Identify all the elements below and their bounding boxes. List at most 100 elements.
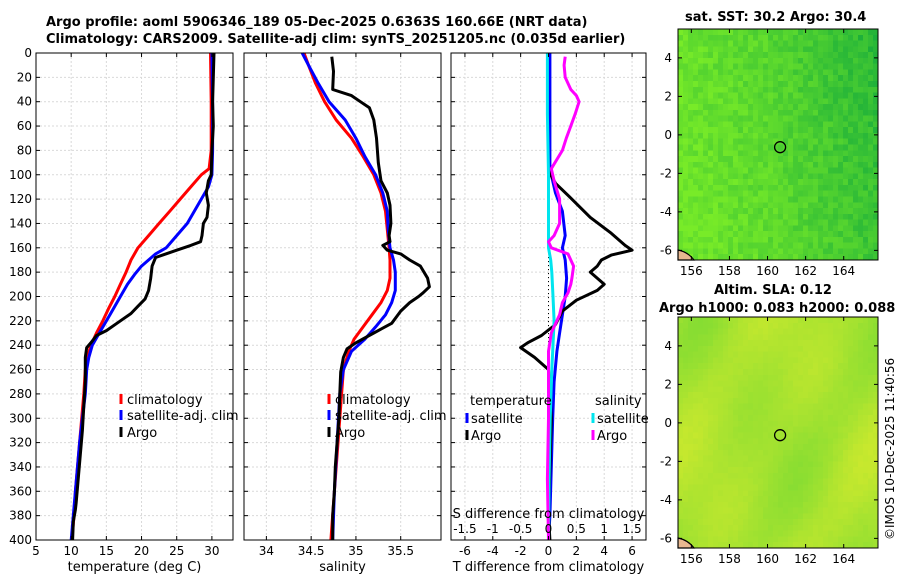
y-tick-label: 2 (664, 89, 672, 103)
y-tick-label: 2 (664, 377, 672, 391)
y-tick-label: -2 (660, 166, 672, 180)
y-tick-label: 340 (9, 460, 32, 474)
x2-tick-label: -1 (487, 522, 499, 536)
series-satellite-adj-clim (300, 52, 397, 541)
y-tick-label: 0 (24, 46, 32, 60)
legend-label: satellite-adj. clim (127, 409, 239, 424)
x-tick-label: 34 (259, 544, 274, 558)
x-tick-label: 20 (134, 544, 149, 558)
x2-tick-label: -0.5 (509, 522, 532, 536)
x-tick-label: 35 (348, 544, 363, 558)
x-tick-label: 35.5 (387, 544, 414, 558)
x-tick-label: -2 (515, 544, 527, 558)
x-axis-label: salinity (319, 560, 366, 575)
x-axis-label: T difference from climatology (452, 560, 645, 575)
x-tick-label: 30 (204, 544, 219, 558)
legend-title-temperature: temperature (470, 394, 552, 409)
y-tick-label: 380 (9, 509, 32, 523)
x-tick-label: 15 (99, 544, 114, 558)
y-tick-label: -4 (660, 493, 672, 507)
y-tick-label: 180 (9, 265, 32, 279)
x-tick-label: 6 (628, 544, 636, 558)
x2-tick-label: 1 (600, 522, 608, 536)
x-tick-label: 0 (545, 544, 553, 558)
header-line2: Climatology: CARS2009. Satellite-adj cli… (46, 32, 626, 47)
y-tick-label: 360 (9, 484, 32, 498)
x2-tick-label: -1.5 (453, 522, 476, 536)
legend-label: Argo (471, 429, 501, 444)
heatmap-cells (678, 29, 879, 261)
y-tick-label: 400 (9, 533, 32, 547)
series-argo (71, 52, 216, 541)
map-frame (677, 28, 879, 261)
y-tick-label: 320 (9, 436, 32, 450)
x2-tick-label: 0.5 (567, 522, 586, 536)
legend-title-salinity: salinity (595, 394, 642, 409)
x-tick-label: -6 (459, 544, 471, 558)
legend-label: Argo (127, 426, 157, 441)
y-tick-label: 40 (17, 95, 32, 109)
x-axis-label-2: S difference from climatology (453, 507, 645, 522)
y-tick-label: 240 (9, 338, 32, 352)
difference-panel: -6 -4 -2 0 2 4 6 T difference from climatology t… (450, 52, 649, 575)
y-tick-label: 0 (664, 128, 672, 142)
y-tick-label: 140 (9, 216, 32, 230)
x-tick-label: -4 (487, 544, 499, 558)
x-tick-label: 156 (680, 264, 703, 278)
x-tick-label: 158 (718, 264, 741, 278)
sst-map-title: sat. SST: 30.2 Argo: 30.4 (685, 10, 867, 25)
y-tick-label: 80 (17, 143, 32, 157)
legend-label: satellite (471, 412, 523, 427)
y-tick-label: 20 (17, 70, 32, 84)
y-tick-label: 100 (9, 168, 32, 182)
x-tick-label: 162 (794, 264, 817, 278)
y-tick-label: 0 (664, 416, 672, 430)
legend-label: satellite-adj. clim (335, 409, 447, 424)
series-s-argo (545, 56, 581, 541)
y-tick-label: 4 (664, 51, 672, 65)
x-tick-label: 5 (32, 544, 40, 558)
y-tick-label: 160 (9, 241, 32, 255)
x-tick-label: 25 (169, 544, 184, 558)
x-tick-label: 160 (756, 552, 779, 566)
argo-location-marker (773, 141, 787, 154)
legend-label: Argo (597, 429, 627, 444)
y-tick-label: 4 (664, 339, 672, 353)
y-tick-label: -2 (660, 454, 672, 468)
sla-map: 156 158 160 162 164 -6 -4 -2 0 2 4 (660, 316, 879, 566)
sst-map: 156 158 160 162 164 -6 -4 -2 0 2 4 (660, 28, 879, 278)
legend-label: satellite (597, 412, 649, 427)
argo-location-marker (773, 429, 787, 442)
x-tick-label: 160 (756, 264, 779, 278)
x-tick-label: 34.5 (298, 544, 325, 558)
y-tick-label: 300 (9, 411, 32, 425)
heatmap-cells (678, 317, 879, 549)
series-s-satellite (545, 53, 556, 541)
x2-tick-label: 0 (545, 522, 553, 536)
series-argo (330, 56, 431, 540)
y-tick-label: 60 (17, 119, 32, 133)
x-tick-label: 164 (832, 264, 855, 278)
legend-label: climatology (335, 393, 411, 408)
y-tick-label: 120 (9, 192, 32, 206)
sla-map-subtitle: Argo h1000: 0.083 h2000: 0.088 (659, 301, 896, 316)
map-frame (677, 316, 879, 549)
y-tick-label: 280 (9, 387, 32, 401)
x-tick-label: 162 (794, 552, 817, 566)
x-tick-label: 164 (832, 552, 855, 566)
x-tick-label: 4 (600, 544, 608, 558)
x-tick-label: 156 (680, 552, 703, 566)
series-t-argo (519, 170, 634, 541)
y-tick-label: -4 (660, 205, 672, 219)
header-line1: Argo profile: aoml 5906346_189 05-Dec-20… (46, 15, 588, 30)
x-tick-label: 2 (573, 544, 581, 558)
x-tick-label: 10 (64, 544, 79, 558)
temperature-panel: 5 10 15 20 25 3002040608010012014016018020022… (9, 46, 239, 575)
y-tick-label: -6 (660, 243, 672, 257)
y-tick-label: 260 (9, 363, 32, 377)
salinity-panel: 34 34.5 35 35.5 salinity climatologysatellite… (243, 52, 447, 575)
legend-label: Argo (335, 426, 365, 441)
x-tick-label: 158 (718, 552, 741, 566)
y-tick-label: 200 (9, 290, 32, 304)
